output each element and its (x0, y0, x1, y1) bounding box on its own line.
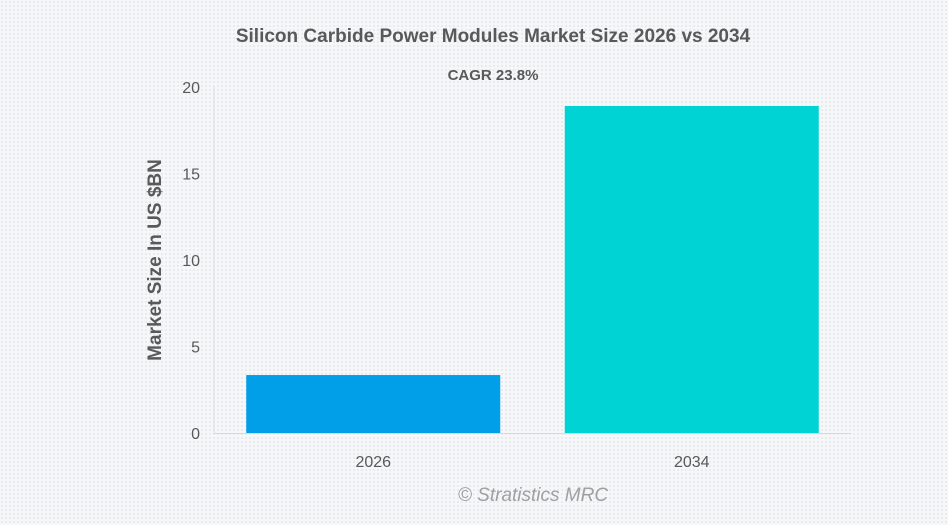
bars (246, 106, 819, 433)
y-tick-label: 5 (191, 340, 200, 357)
y-tick-label: 15 (182, 167, 200, 184)
y-tick-label: 0 (191, 426, 200, 443)
x-axis: 2026 2034 (214, 433, 851, 471)
y-tick-label: 20 (182, 80, 200, 97)
bar-2026 (246, 375, 501, 433)
chart-subtitle: CAGR 23.8% (448, 67, 539, 84)
chart-title: Silicon Carbide Power Modules Market Siz… (236, 26, 751, 47)
y-axis: 0 5 10 15 20 (182, 80, 215, 443)
x-tick-label: 2026 (355, 454, 391, 471)
y-axis-label: Market Size In US $BN (145, 159, 166, 361)
y-tick-label: 10 (182, 253, 200, 270)
credit-text: © Stratistics MRC (458, 485, 608, 506)
x-tick-label: 2034 (674, 454, 710, 471)
bar-2034 (564, 106, 819, 433)
